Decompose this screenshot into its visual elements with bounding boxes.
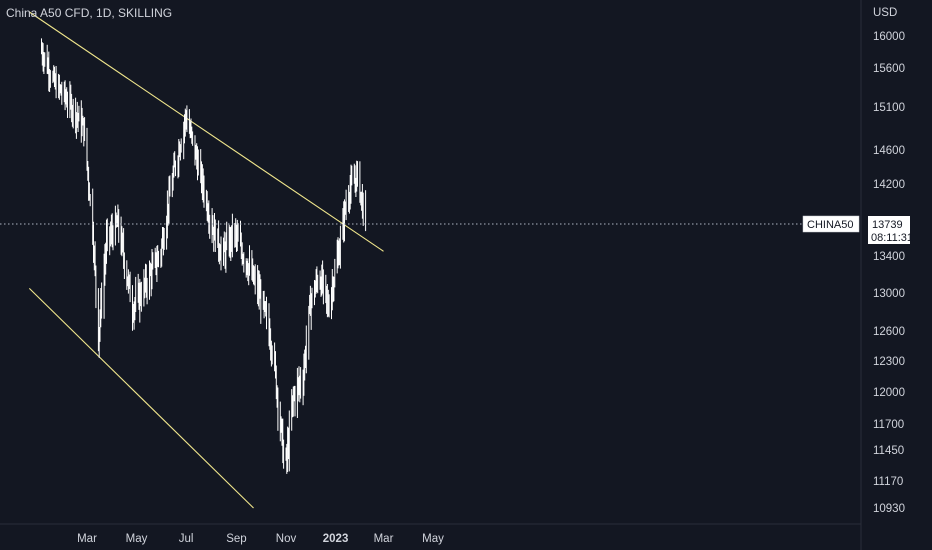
price-tick-label: 16000: [873, 31, 905, 43]
price-tag-countdown: 08:11:31: [871, 232, 913, 244]
time-tick-label: 2023: [323, 533, 349, 545]
price-tick-label: 11170: [873, 476, 903, 488]
symbol-tag-text: CHINA50: [807, 219, 853, 231]
price-tick-label: 13400: [873, 251, 905, 263]
price-axis-ticks[interactable]: 16000 15600 15100 14600 14200 13400 13000 12600…: [873, 31, 905, 515]
price-tick-label: 12000: [873, 387, 905, 399]
price-tick-label: 14200: [873, 179, 905, 191]
ohlc-bars: [41, 38, 367, 474]
trendline[interactable]: [28, 287, 254, 509]
time-tick-label: May: [422, 533, 444, 545]
price-tag-box: [868, 216, 910, 244]
time-tick-label: Nov: [276, 533, 297, 545]
trendlines[interactable]: [28, 11, 384, 509]
time-axis-ticks[interactable]: Mar May Jul Sep Nov 2023 Mar May: [77, 533, 444, 545]
symbol-tag-box: [802, 215, 860, 233]
price-axis-unit: USD: [873, 7, 897, 19]
time-tick-label: Mar: [77, 533, 97, 545]
price-tick-label: 11450: [873, 445, 904, 457]
price-tick-label: 15600: [873, 63, 905, 75]
price-tick-label: 12600: [873, 326, 905, 338]
price-tick-label: 12300: [873, 356, 905, 368]
price-label: CHINA50 13739 08:11:31: [802, 215, 913, 244]
time-tick-label: Sep: [226, 533, 246, 545]
time-tick-label: Jul: [179, 533, 194, 545]
price-tick-label: 13000: [873, 288, 905, 300]
price-tag-value: 13739: [872, 219, 903, 231]
chart-title: China A50 CFD, 1D, SKILLING: [6, 6, 172, 20]
time-tick-label: May: [126, 533, 148, 545]
trendline[interactable]: [29, 11, 384, 252]
price-tick-label: 14600: [873, 145, 905, 157]
price-tick-label: 11700: [873, 419, 904, 431]
price-tick-label: 10930: [873, 503, 905, 515]
price-tick-label: 15100: [873, 102, 905, 114]
time-tick-label: Mar: [374, 533, 394, 545]
